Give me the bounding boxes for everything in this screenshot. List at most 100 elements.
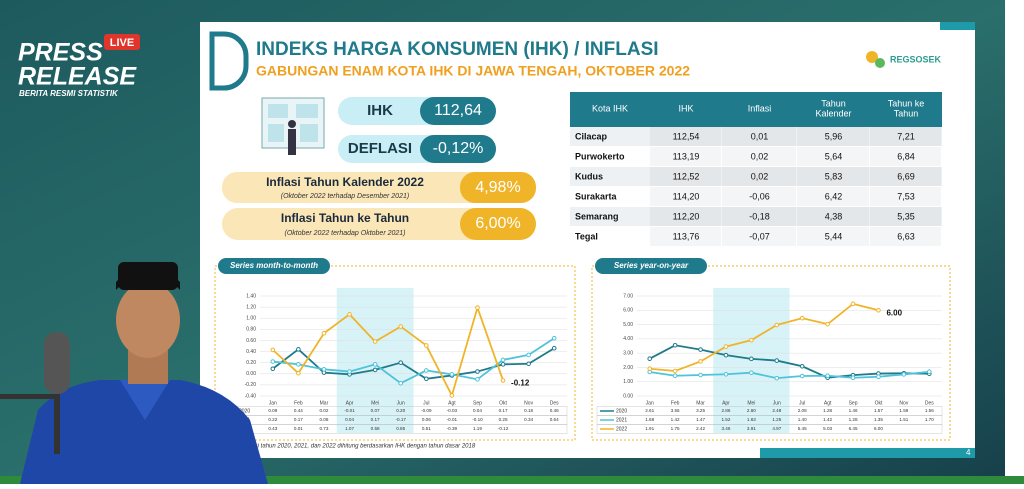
- table-cell: 0,02: [751, 151, 769, 161]
- logo-line1: PRESS: [18, 39, 103, 67]
- data-label: 0.85: [396, 426, 405, 431]
- deflasi-value-pill: [420, 135, 496, 163]
- live-text: LIVE: [110, 37, 134, 49]
- data-label: -0.01: [344, 408, 355, 413]
- table-cell-bg: [870, 127, 941, 146]
- presenter: [0, 262, 1024, 484]
- kalender-note: (Oktober 2022 terhadap Desember 2021): [281, 193, 409, 200]
- table-cell: 112,54: [673, 131, 700, 141]
- series-point: [296, 347, 301, 352]
- table-header-text: Tahun: [821, 98, 846, 108]
- data-label: 1.59: [899, 408, 908, 413]
- legend-label: 2020: [239, 408, 250, 414]
- data-label: 1.42: [823, 417, 832, 422]
- series-point: [475, 305, 480, 310]
- table-cell: 6,69: [897, 171, 915, 181]
- y-tick-label: 3.00: [623, 350, 633, 356]
- data-label: 3.46: [721, 426, 730, 431]
- series-point: [398, 380, 404, 386]
- annotation: -0.12: [511, 379, 530, 388]
- y-tick-label: 6.00: [623, 308, 633, 314]
- series-point: [475, 369, 480, 374]
- kalender-value-pill: [460, 172, 536, 203]
- legend-label: 2022: [616, 426, 627, 432]
- x-tick-label: Jul: [799, 400, 805, 406]
- data-label: 5.45: [798, 426, 807, 431]
- table-cell-bg: [870, 187, 941, 206]
- data-label: 0.18: [524, 408, 533, 413]
- data-label: 3.55: [671, 408, 680, 413]
- series-point: [723, 371, 729, 377]
- data-label: 2.48: [772, 408, 781, 413]
- series-point: [475, 377, 480, 382]
- table-cell-bg: [722, 127, 796, 146]
- kalender-value: 4,98%: [475, 179, 520, 196]
- table-cell-bg: [797, 187, 869, 206]
- tahunan-note: (Oktober 2022 terhadap Oktober 2021): [284, 230, 405, 237]
- y-tick-label: 0.20: [246, 360, 256, 366]
- series-point: [672, 368, 678, 374]
- table-cell: Semarang: [575, 211, 619, 221]
- series-point: [799, 363, 805, 369]
- x-tick-label: Jun: [773, 400, 781, 406]
- table-cell: Purwokerto: [575, 151, 625, 161]
- logo-line2: RELEASE: [18, 63, 137, 91]
- series-point: [296, 362, 301, 367]
- table-cell-bg: [797, 227, 869, 246]
- table-cell-bg: [650, 207, 721, 226]
- data-label: -0.12: [498, 426, 509, 431]
- table-cell-bg: [722, 227, 796, 246]
- data-label: 5.03: [823, 426, 832, 431]
- data-label: 1.46: [849, 408, 858, 413]
- table-cell-bg: [797, 147, 869, 166]
- edge-strip: [1005, 0, 1024, 484]
- table-cell: 5,44: [825, 231, 843, 241]
- data-label: 0.20: [396, 408, 405, 413]
- data-label: 6.45: [849, 426, 858, 431]
- x-tick-label: Jun: [397, 400, 405, 406]
- x-tick-label: Jan: [646, 400, 654, 406]
- series-point: [551, 345, 557, 351]
- table-cell-bg: [797, 167, 869, 186]
- series-point: [398, 360, 404, 365]
- slide-title: INDEKS HARGA KONSUMEN (IHK) / INFLASI: [256, 39, 659, 60]
- table-cell: -0,06: [749, 191, 770, 201]
- series-point: [749, 356, 754, 362]
- series-point: [449, 372, 455, 377]
- footer-bar: [760, 448, 975, 458]
- data-label: 2.60: [747, 408, 756, 413]
- data-label: 2.61: [645, 408, 654, 413]
- series-point: [876, 374, 881, 380]
- table-cell: 5,64: [825, 151, 843, 161]
- table-cell-bg: [870, 147, 941, 166]
- data-label: 1.28: [849, 417, 858, 422]
- y-tick-label: 1.40: [246, 293, 256, 299]
- table-cell: 112,52: [673, 171, 700, 181]
- table-cell: 6,42: [825, 191, 843, 201]
- deflasi-value: -0,12%: [433, 140, 484, 157]
- series-point: [926, 369, 932, 375]
- series-line: [649, 370, 930, 380]
- series-point: [449, 393, 455, 398]
- page-number: 4: [966, 448, 971, 457]
- y-tick-label: 4.00: [623, 336, 633, 342]
- y-tick-label: 0.00: [623, 393, 633, 399]
- series-point: [398, 324, 404, 329]
- data-label: 1.56: [925, 408, 934, 413]
- data-label: 0.17: [499, 408, 508, 413]
- data-label: 1.57: [874, 408, 883, 413]
- data-label: 4.97: [772, 426, 781, 431]
- data-label: 0.06: [422, 417, 431, 422]
- x-tick-label: Apr: [722, 400, 730, 406]
- series-point: [270, 359, 276, 364]
- ihk-label: IHK: [367, 102, 393, 119]
- x-tick-label: Okt: [875, 400, 883, 406]
- data-label: 1.51: [899, 417, 908, 422]
- series-point: [270, 366, 276, 372]
- series-point: [526, 352, 531, 358]
- y-tick-label: 7.00: [623, 293, 633, 299]
- data-label: 0.02: [319, 408, 328, 413]
- table-cell: 113,19: [673, 151, 700, 161]
- x-tick-label: Jul: [423, 400, 429, 406]
